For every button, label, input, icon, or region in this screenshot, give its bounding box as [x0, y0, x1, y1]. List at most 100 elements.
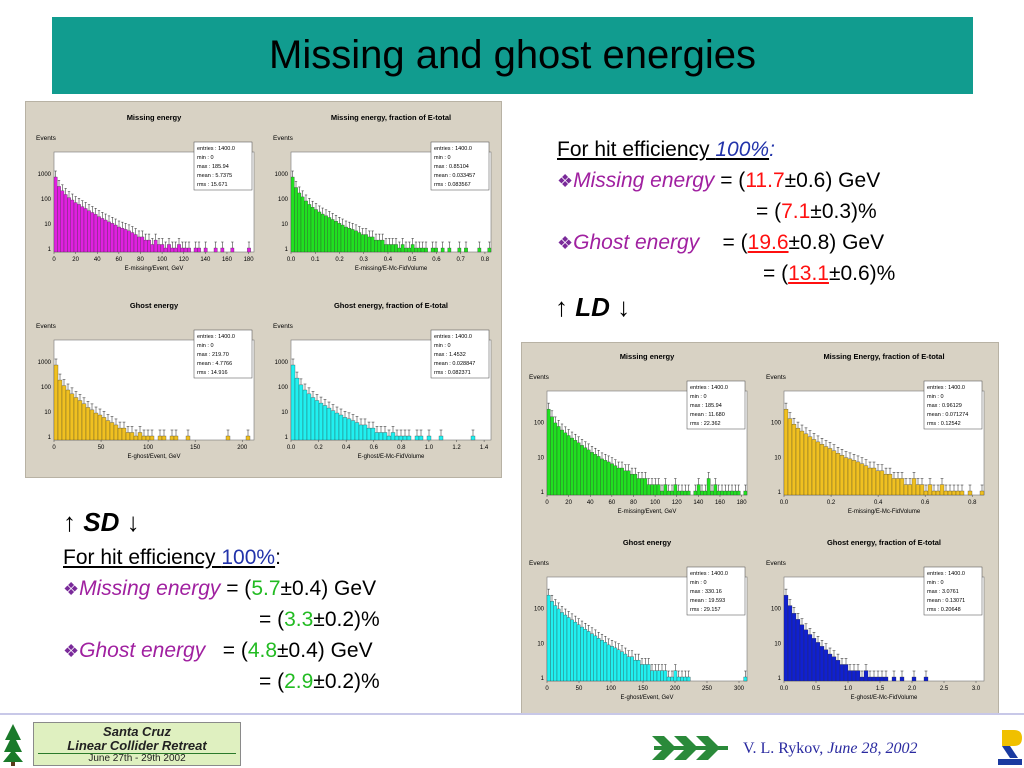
- histogram-bar: [720, 490, 724, 496]
- histogram-bar: [360, 234, 365, 253]
- title-bar: Missing and ghost energies: [52, 17, 973, 94]
- histogram-bar: [566, 435, 571, 496]
- y-tick-label: 10: [537, 641, 544, 647]
- histogram-bar: [791, 613, 797, 682]
- riken-logo-icon: [996, 726, 1024, 766]
- stats-line: mean : 0.033457: [434, 173, 475, 179]
- x-tick-label: 0.8: [397, 445, 406, 451]
- histogram-bar: [447, 247, 452, 253]
- histogram-title: Ghost energy: [130, 301, 179, 310]
- histogram-bar: [220, 247, 225, 253]
- author-line: V. L. Rykov, June 28, 2002: [743, 740, 918, 757]
- histogram-bar: [350, 229, 355, 253]
- histogram-bar: [919, 484, 925, 496]
- logo-line-1: Santa Cruz: [103, 724, 171, 739]
- histogram-bar: [70, 199, 75, 253]
- sd-efficiency-label: For hit efficiency 100%: [63, 546, 276, 569]
- x-tick-label: 0: [52, 257, 56, 263]
- histogram-bar: [553, 422, 558, 496]
- stats-line: rms : 14.916: [197, 370, 228, 376]
- histogram-bar: [80, 206, 85, 253]
- histogram-bar: [871, 676, 877, 682]
- histogram-bar: [358, 424, 364, 441]
- histogram-bar: [566, 617, 571, 682]
- histogram-bar: [149, 435, 155, 441]
- histogram-bar: [310, 397, 316, 441]
- histogram-2: Ghost energy Events 1 10 100 1000 0 50 100 150 200…: [36, 301, 255, 460]
- histogram-bar: [410, 244, 415, 253]
- histogram-bar: [666, 676, 671, 682]
- y-tick-label: 1: [778, 490, 782, 496]
- y-tick-label: 1: [541, 490, 545, 496]
- histogram-bar: [556, 608, 561, 682]
- y-tick-label: 100: [278, 385, 289, 391]
- stats-line: entries : 1400.0: [690, 385, 728, 391]
- x-tick-label: 100: [650, 500, 661, 506]
- histogram-bar: [819, 444, 825, 496]
- histogram-bar: [417, 247, 422, 253]
- histogram-bar: [354, 230, 358, 253]
- histogram-bar: [390, 432, 396, 441]
- x-tick-label: 0.5: [812, 686, 821, 692]
- histogram-bar: [334, 412, 340, 441]
- x-tick-label: 200: [237, 445, 248, 451]
- y-axis-label: Events: [529, 560, 550, 567]
- histogram-bar: [935, 490, 941, 496]
- histogram-bar: [663, 484, 668, 496]
- stats-box: [193, 329, 253, 379]
- x-tick-label: 0.4: [874, 500, 883, 506]
- histogram-bar: [867, 676, 873, 682]
- histogram-bar: [847, 458, 853, 496]
- histogram-bar: [623, 653, 628, 682]
- x-tick-label: 180: [737, 500, 748, 506]
- histogram-bar: [713, 484, 718, 496]
- x-tick-label: 160: [222, 257, 233, 263]
- histogram-bar: [736, 490, 741, 496]
- x-tick-label: 120: [179, 257, 190, 263]
- sd-ghost-pct-line: = (2.9±0.2)%: [259, 670, 380, 693]
- histogram-bar: [400, 244, 405, 253]
- histogram-5: Missing Energy, fraction of E-total Event…: [766, 352, 985, 515]
- histogram-bar: [173, 247, 178, 253]
- histogram-bar: [384, 244, 388, 253]
- histogram-bar: [157, 244, 161, 253]
- histogram-bar: [187, 247, 191, 253]
- histogram-7: Ghost energy, fraction of E-total Events 1…: [766, 538, 985, 701]
- histogram-bar: [673, 484, 678, 496]
- histogram-bar: [835, 659, 841, 682]
- histogram-bar: [827, 448, 833, 496]
- histogram-bar: [807, 634, 813, 682]
- histogram-bar: [907, 484, 913, 496]
- histogram-bar: [394, 435, 400, 441]
- histogram-bar: [633, 473, 638, 496]
- x-tick-label: 0.4: [384, 257, 393, 263]
- histogram-bar: [563, 614, 568, 682]
- histogram-bar: [170, 247, 175, 253]
- histogram-bar: [967, 490, 973, 496]
- x-tick-label: 60: [609, 500, 616, 506]
- y-axis-label: Events: [273, 135, 294, 142]
- stats-line: min : 0: [434, 343, 451, 349]
- histogram-bar: [377, 239, 382, 253]
- histogram-bar: [580, 626, 584, 682]
- histogram-bar: [347, 227, 352, 253]
- histogram-bar: [350, 420, 356, 441]
- stats-box: [923, 380, 983, 430]
- histogram-bar: [915, 484, 921, 496]
- histogram-bar: [334, 221, 338, 253]
- histogram-bar: [203, 247, 208, 253]
- histogram-bar: [640, 664, 644, 682]
- histogram-bar: [570, 437, 574, 496]
- y-tick-label: 1000: [275, 172, 289, 178]
- x-tick-label: 80: [137, 257, 144, 263]
- x-tick-label: 150: [190, 445, 201, 451]
- histogram-bar: [125, 432, 131, 441]
- histogram-bar: [630, 473, 634, 496]
- x-tick-label: 180: [244, 257, 255, 263]
- diamond-bullet-icon: ❖: [63, 579, 80, 599]
- histogram-bar: [653, 670, 658, 682]
- histogram-bar: [879, 676, 885, 682]
- histogram-3: Ghost energy, fraction of E-total Events 1…: [273, 301, 492, 460]
- histogram-bar: [636, 478, 641, 496]
- histogram-bar: [330, 410, 336, 441]
